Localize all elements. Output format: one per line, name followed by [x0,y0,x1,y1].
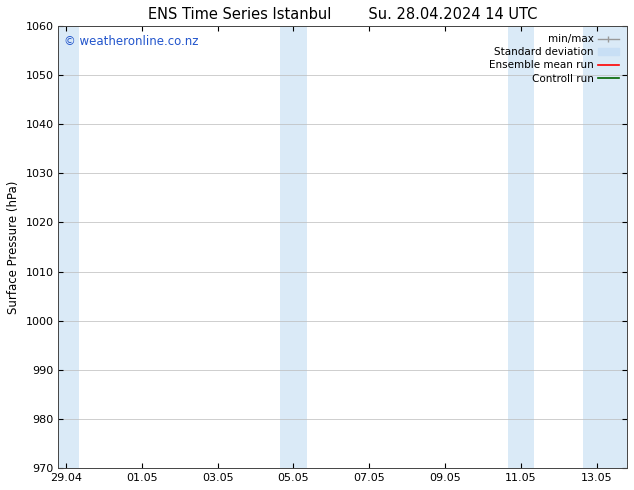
Y-axis label: Surface Pressure (hPa): Surface Pressure (hPa) [7,180,20,314]
Text: © weatheronline.co.nz: © weatheronline.co.nz [64,35,198,48]
Legend: min/max, Standard deviation, Ensemble mean run, Controll run: min/max, Standard deviation, Ensemble me… [486,31,622,87]
Bar [58,26,79,468]
Bar [583,26,627,468]
Bar [508,26,534,468]
Title: ENS Time Series Istanbul        Su. 28.04.2024 14 UTC: ENS Time Series Istanbul Su. 28.04.2024 … [148,7,538,22]
Bar [280,26,307,468]
